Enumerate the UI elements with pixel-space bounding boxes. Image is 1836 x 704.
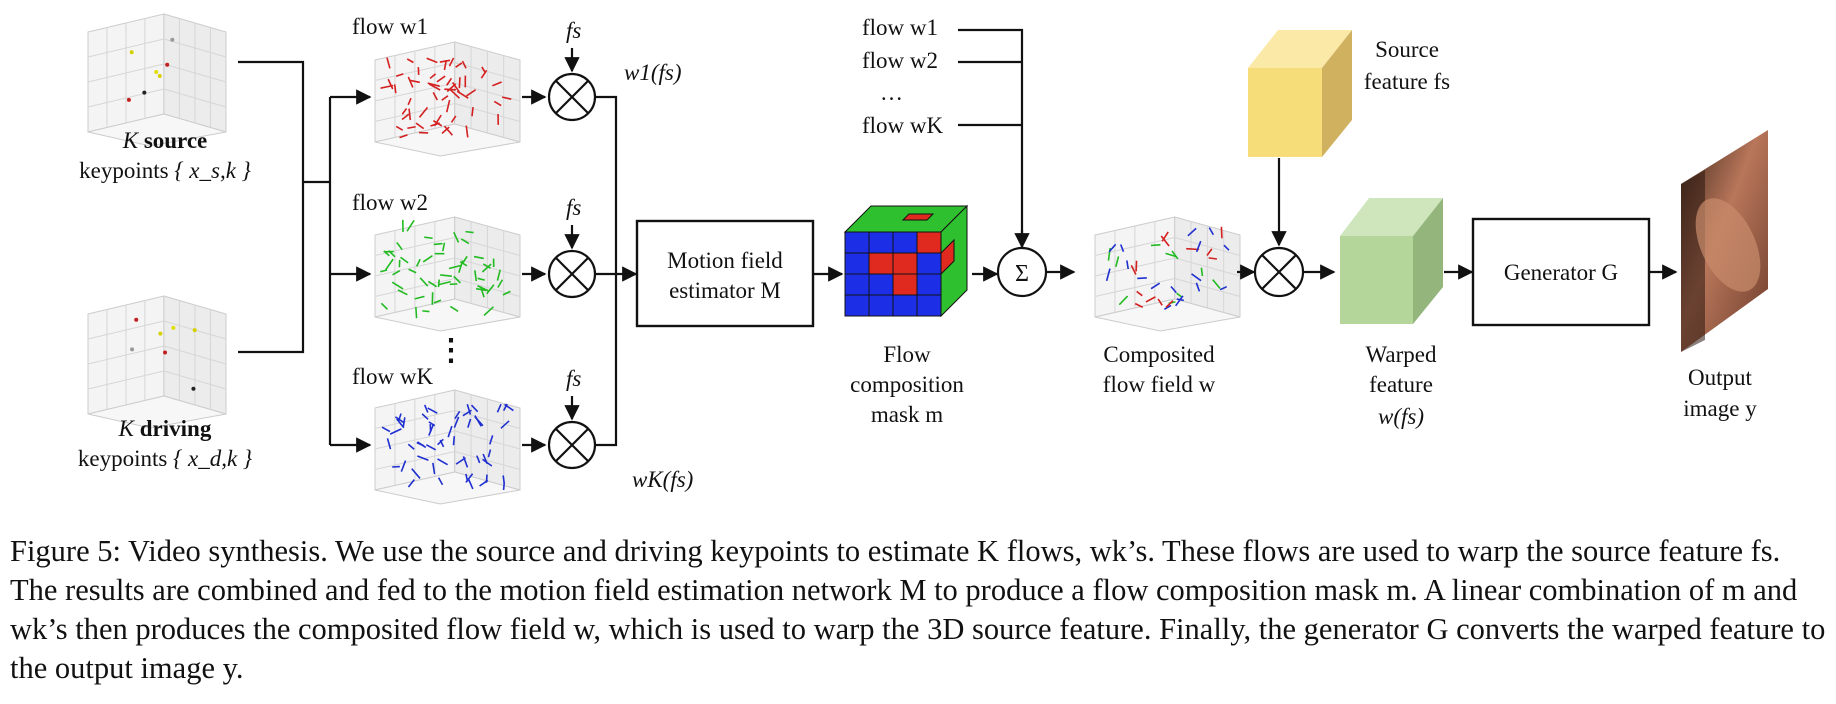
multiply-ops [522,48,580,453]
output-label-line2: image y [1683,396,1757,421]
mask-label-line1: Flow [883,342,931,367]
warped-label-line1: Warped [1366,342,1437,367]
sum-symbol: Σ [1015,261,1029,287]
driving-keypoints-subtitle: keypoints { x_d,k } [78,446,252,471]
source-feature-line2: feature fs [1364,69,1450,94]
source-keypoints-subtitle: keypoints { x_s,k } [79,158,251,183]
fs-label-2: fs [566,195,581,220]
motion-box-line2: estimator M [669,278,781,303]
flow-list-2: flow w2 [862,48,938,73]
w1-fs-label: w1(fs) [624,60,682,85]
composited-label-line2: flow field w [1103,372,1216,397]
wk-fs-label: wK(fs) [632,467,693,492]
motion-field-estimator-box [635,219,815,328]
fs-label-k: fs [566,366,581,391]
mask-label-line3: mask m [871,402,943,427]
multiply-circle-1 [547,72,597,122]
flow-plot-2 [374,216,521,332]
composited-label-line1: Composited [1103,342,1215,367]
flow-list-bracket [958,28,1030,249]
generator-label: Generator G [1504,260,1618,285]
source-feature-cube [1248,30,1352,157]
motion-box-line1: Motion field [667,248,783,273]
combine-bracket [595,95,638,447]
flow-plot-k [374,389,521,505]
multiply-circle-k [547,420,597,470]
driving-keypoints-title: K driving [118,416,212,441]
flow-label-2: flow w2 [352,190,428,215]
driving-keypoint-plot [87,295,227,429]
vertical-ellipsis: ⋮ [436,334,466,367]
flow-label-k: flow wK [352,364,434,389]
mask-label-line2: composition [850,372,964,397]
fs-label-1: fs [566,18,581,43]
flow-list-1: flow w1 [862,15,938,40]
warped-feature-cube [1340,198,1443,324]
flow-label-1: flow w1 [352,14,428,39]
output-label-line1: Output [1688,365,1753,390]
warp-multiply-circle [1253,246,1305,298]
multiply-circle-2 [547,249,597,299]
caption-text: Figure 5: Video synthesis. We use the so… [10,534,1826,685]
warped-label-line3: w(fs) [1378,404,1424,429]
video-synthesis-diagram: K source keypoints { x_s,k } K driving k… [78,13,1768,505]
source-feature-line1: Source [1375,37,1439,62]
source-keypoints-title: K source [122,128,208,153]
composited-flow-plot [1094,216,1241,332]
flow-plot-1 [374,41,521,157]
warped-label-line2: feature [1369,372,1433,397]
flow-list-ellipsis: … [880,80,903,105]
keypoints-bracket [238,60,372,453]
flow-composition-mask-cube [843,204,969,318]
output-image [1681,130,1768,352]
figure-caption: Figure 5: Video synthesis. We use the so… [10,532,1828,688]
source-keypoint-plot [87,13,227,147]
flow-list-k: flow wK [862,113,944,138]
